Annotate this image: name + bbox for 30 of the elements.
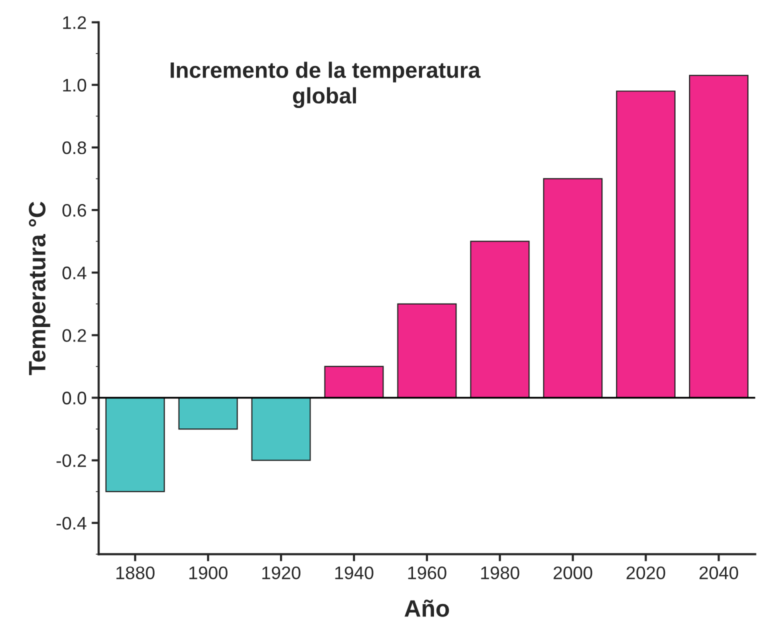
bar	[324, 366, 384, 398]
x-tick-label: 1940	[335, 566, 374, 580]
bar	[688, 74, 748, 398]
bar	[178, 397, 238, 430]
y-tick-label: 1.0	[63, 78, 86, 92]
x-tick-label: 1980	[481, 566, 520, 580]
y-tick-label: 0.6	[62, 204, 86, 217]
y-tick-label: 0.8	[62, 141, 86, 154]
x-tick-label: 1960	[408, 566, 446, 580]
y-tick-label: 1.2	[63, 16, 86, 29]
y-tick-label: -0.4	[56, 516, 86, 530]
bar	[616, 90, 676, 398]
bar	[470, 240, 530, 398]
x-tick-label: 2000	[554, 566, 592, 580]
x-tick-label: 1880	[116, 566, 155, 580]
bar	[397, 303, 457, 398]
bar	[105, 397, 165, 492]
x-tick-label: 2040	[700, 566, 738, 580]
x-tick-label: 2020	[626, 566, 666, 580]
x-tick-label: 1900	[189, 566, 228, 580]
bar	[543, 178, 603, 398]
x-axis-title: Año	[404, 600, 449, 617]
bar	[251, 397, 311, 461]
y-tick-label: 0.0	[62, 392, 86, 404]
text: Incremento de la temperatura global	[170, 62, 481, 108]
y-tick-label: 0.2	[62, 329, 86, 342]
x-tick-label: 1920	[262, 566, 300, 580]
y-tick-label: -0.2	[56, 454, 86, 468]
y-axis-title: Temperatura °C	[28, 202, 50, 376]
y-tick-label: 0.4	[62, 266, 86, 280]
